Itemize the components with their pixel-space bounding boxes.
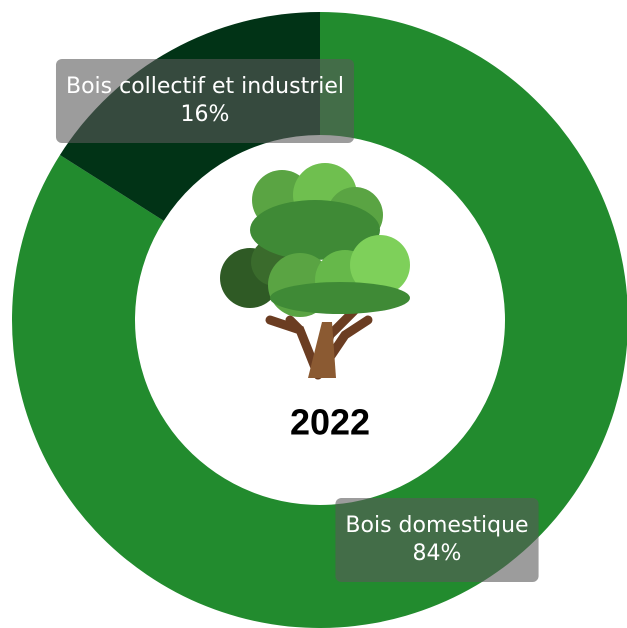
chart-title: 2022 [290, 402, 370, 443]
label-box [335, 498, 538, 582]
label-category: Bois collectif et industriel [66, 74, 344, 99]
label-value: 16% [181, 102, 230, 127]
label-category: Bois domestique [345, 513, 528, 538]
data-label: Bois domestique 84% [335, 498, 538, 582]
data-label: Bois collectif et industriel 16% [56, 59, 354, 143]
label-value: 84% [413, 541, 462, 566]
tree-icon [220, 163, 410, 378]
label-box [56, 59, 354, 143]
chart: 2022 Bois domestique 84% Bois collectif et… [0, 0, 627, 628]
